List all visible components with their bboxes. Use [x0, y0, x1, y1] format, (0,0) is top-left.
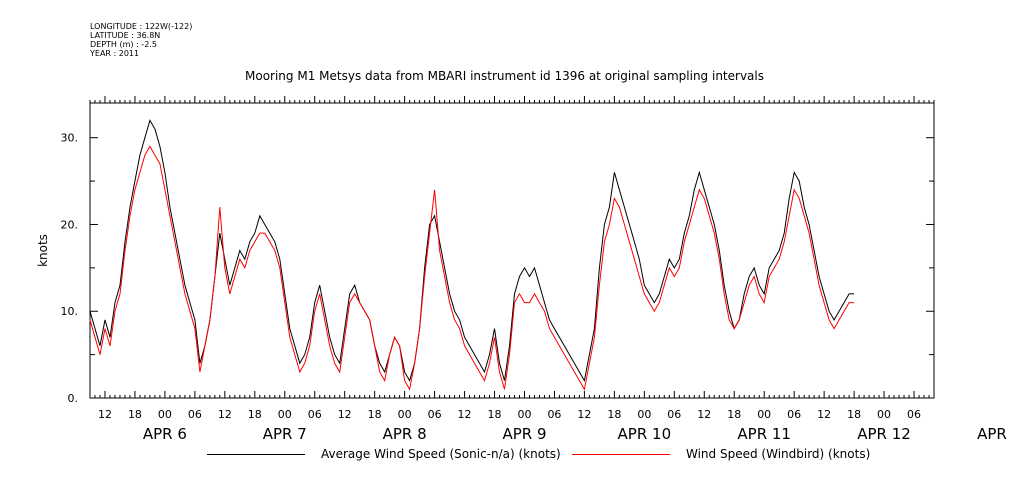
legend-label-sonic: Average Wind Speed (Sonic-n/a) (knots): [321, 447, 561, 461]
x-tick-label: 18: [727, 408, 741, 421]
x-tick-label: 00: [278, 408, 292, 421]
y-axis-label: knots: [36, 234, 50, 267]
year-text: YEAR : 2011: [90, 49, 140, 58]
y-tick-label: 10.: [61, 305, 79, 318]
date-label: APR 13: [977, 425, 1009, 443]
legend-windbird: Wind Speed (Windbird) (knots): [572, 447, 870, 461]
x-tick-label: 12: [577, 408, 591, 421]
x-tick-label: 06: [787, 408, 801, 421]
x-tick-label: 18: [607, 408, 621, 421]
chart-title: Mooring M1 Metsys data from MBARI instru…: [245, 69, 764, 83]
date-label: APR 12: [857, 425, 911, 443]
series-line-windbird: [89, 145, 855, 391]
x-tick-label: 00: [517, 408, 531, 421]
date-label: APR 9: [502, 425, 546, 443]
date-label: APR 10: [618, 425, 672, 443]
x-tick-label: 06: [308, 408, 322, 421]
x-tick-label: 00: [637, 408, 651, 421]
date-label: APR 6: [143, 425, 187, 443]
x-tick-label: 12: [697, 408, 711, 421]
series-line-sonic: [89, 119, 855, 383]
depth-text: DEPTH (m) : -2.5: [90, 40, 157, 49]
x-tick-label: 18: [248, 408, 262, 421]
longitude-text: LONGITUDE : 122W(-122): [90, 22, 193, 31]
y-tick-label: 30.: [61, 132, 79, 145]
x-tick-label: 18: [128, 408, 142, 421]
x-tick-label: 18: [368, 408, 382, 421]
x-tick-label: 18: [847, 408, 861, 421]
x-tick-label: 00: [398, 408, 412, 421]
x-tick-label: 06: [428, 408, 442, 421]
x-tick-label: 12: [458, 408, 472, 421]
x-tick-label: 00: [158, 408, 172, 421]
x-tick-label: 00: [877, 408, 891, 421]
x-tick-label: 06: [188, 408, 202, 421]
x-tick-label: 06: [667, 408, 681, 421]
x-tick-label: 06: [547, 408, 561, 421]
date-label: APR 7: [263, 425, 307, 443]
x-tick-label: 12: [218, 408, 232, 421]
date-label: APR 11: [737, 425, 791, 443]
x-tick-label: 12: [338, 408, 352, 421]
x-tick-label: 12: [98, 408, 112, 421]
y-tick-label: 0.: [68, 392, 79, 405]
legend-sonic: Average Wind Speed (Sonic-n/a) (knots): [207, 447, 561, 461]
x-tick-label: 12: [817, 408, 831, 421]
y-tick-label: 20.: [61, 218, 79, 231]
date-label: APR 8: [383, 425, 427, 443]
legend-line-sonic: [207, 454, 305, 455]
x-tick-label: 18: [488, 408, 502, 421]
x-tick-label: 06: [907, 408, 921, 421]
latitude-text: LATITUDE : 36.8N: [90, 31, 161, 40]
legend-line-windbird: [572, 454, 670, 455]
plot-frame: [89, 102, 935, 399]
legend-label-windbird: Wind Speed (Windbird) (knots): [686, 447, 871, 461]
x-tick-label: 00: [757, 408, 771, 421]
metadata-block: LONGITUDE : 122W(-122) LATITUDE : 36.8N …: [90, 22, 192, 58]
